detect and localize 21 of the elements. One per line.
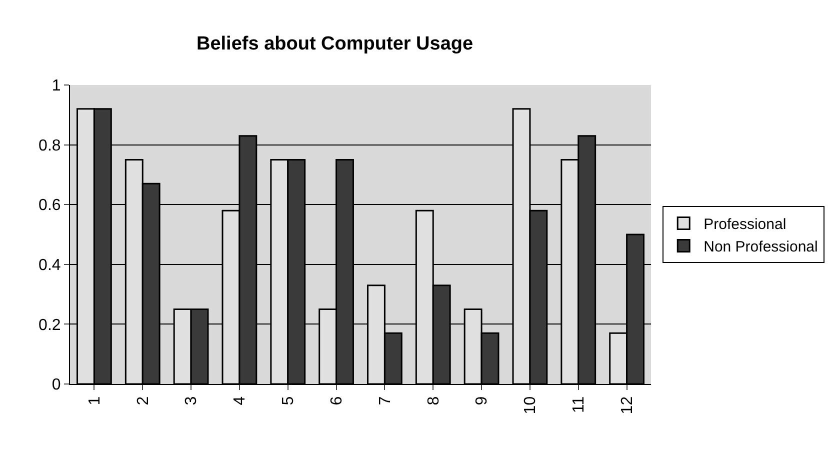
x-tick-label: 5 [280,396,298,406]
chart-title: Beliefs about Computer Usage [196,34,474,55]
x-tick-label: 9 [474,396,491,406]
x-tick-label: 8 [425,396,442,406]
x-tick-label: 6 [328,396,346,406]
y-tick-label: 0 [52,376,61,394]
legend-label: Non Professional [704,238,818,256]
x-tick-label: 12 [618,396,636,414]
x-tick-label: 3 [183,396,200,406]
x-tick-label: 7 [376,396,394,406]
x-tick-label: 1 [86,396,104,406]
y-tick-label: 0.4 [38,257,61,274]
legend-label: Professional [704,216,786,234]
y-tick-label: 0.2 [38,316,61,334]
y-tick-label: 0.6 [38,197,61,214]
x-tick-label: 11 [570,396,588,414]
x-tick-label: 2 [134,396,152,406]
x-tick-label: 10 [522,396,540,414]
x-tick-label: 4 [232,396,249,406]
y-tick-label: 1 [52,78,61,95]
y-tick-label: 0.8 [38,137,61,154]
